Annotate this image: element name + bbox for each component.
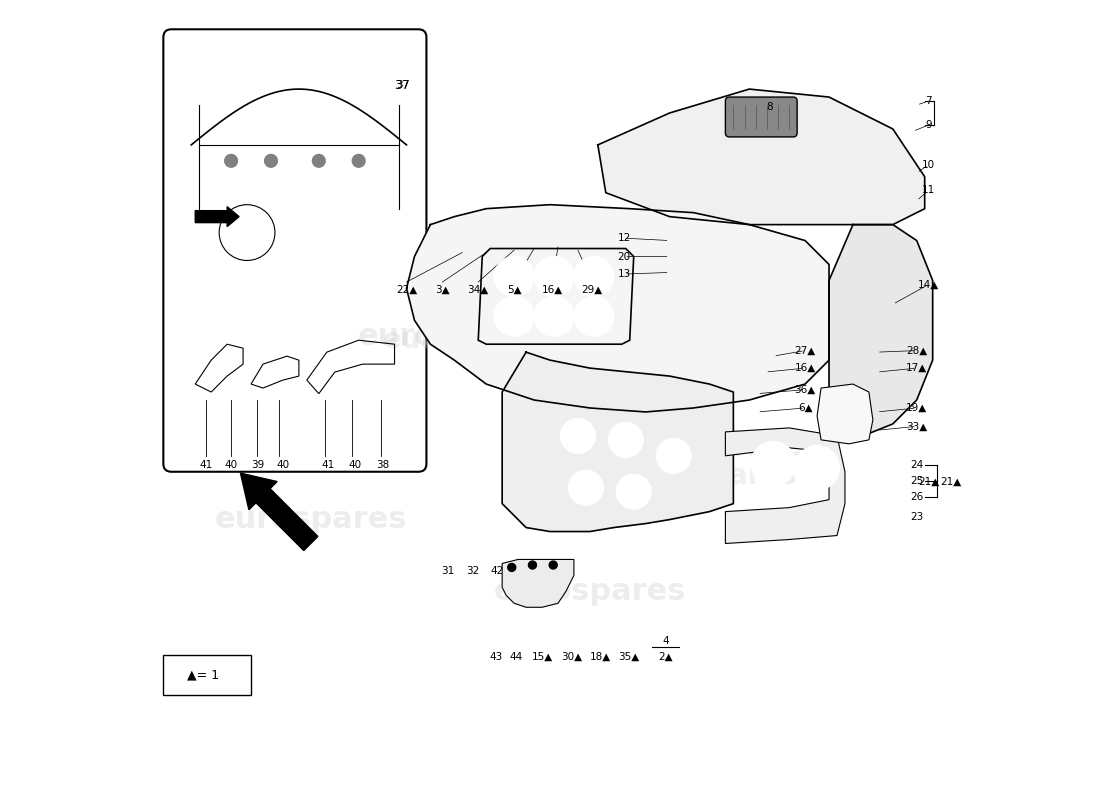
Circle shape — [528, 561, 537, 569]
Text: 2▲: 2▲ — [658, 652, 673, 662]
Text: 40: 40 — [224, 460, 238, 470]
Text: 33▲: 33▲ — [906, 422, 927, 431]
Text: 18▲: 18▲ — [590, 652, 610, 662]
Text: 38: 38 — [376, 460, 389, 470]
Text: 30▲: 30▲ — [561, 652, 582, 662]
Text: eurospares: eurospares — [621, 462, 797, 490]
Circle shape — [494, 296, 535, 336]
Text: 20: 20 — [617, 251, 630, 262]
Text: eurospares: eurospares — [359, 322, 551, 350]
Text: 29▲: 29▲ — [582, 285, 603, 295]
Circle shape — [616, 474, 651, 510]
Text: 17▲: 17▲ — [906, 363, 927, 373]
FancyBboxPatch shape — [725, 97, 797, 137]
Text: 41: 41 — [199, 460, 212, 470]
Text: 43: 43 — [490, 652, 503, 662]
Text: 31: 31 — [441, 566, 454, 577]
FancyArrow shape — [241, 473, 318, 550]
Text: eurospares: eurospares — [383, 326, 558, 354]
Text: eurospares: eurospares — [629, 434, 822, 462]
Polygon shape — [725, 428, 845, 543]
Text: 41: 41 — [321, 460, 336, 470]
Text: 40: 40 — [276, 460, 289, 470]
Text: 11: 11 — [922, 186, 935, 195]
Text: 35▲: 35▲ — [618, 652, 639, 662]
Text: 25: 25 — [910, 476, 923, 486]
Text: 39: 39 — [251, 460, 264, 470]
Text: 23: 23 — [910, 512, 923, 522]
Circle shape — [535, 296, 574, 336]
Text: 13: 13 — [617, 269, 630, 279]
Circle shape — [574, 296, 614, 336]
Text: 34▲: 34▲ — [468, 285, 488, 295]
Text: 9: 9 — [925, 120, 932, 130]
Text: 15▲: 15▲ — [531, 652, 552, 662]
Circle shape — [312, 154, 326, 167]
Text: 42: 42 — [490, 566, 503, 577]
Circle shape — [656, 438, 691, 474]
Text: 19▲: 19▲ — [906, 403, 927, 413]
Text: 5▲: 5▲ — [507, 285, 521, 295]
Text: 21▲: 21▲ — [940, 476, 961, 486]
Text: 10: 10 — [922, 160, 935, 170]
Polygon shape — [503, 559, 574, 607]
Text: 40: 40 — [348, 460, 361, 470]
Circle shape — [751, 442, 795, 486]
Text: 8: 8 — [766, 102, 772, 112]
Text: 16▲: 16▲ — [542, 285, 563, 295]
Circle shape — [608, 422, 644, 458]
Text: 37: 37 — [396, 80, 409, 90]
Polygon shape — [829, 225, 933, 440]
Circle shape — [569, 470, 604, 506]
Text: 22▲: 22▲ — [396, 285, 417, 295]
Text: 6▲: 6▲ — [798, 403, 813, 413]
Circle shape — [794, 446, 839, 490]
Text: 28▲: 28▲ — [906, 346, 927, 355]
Text: 14▲: 14▲ — [918, 279, 939, 290]
Circle shape — [574, 257, 614, 296]
Text: eurospares: eurospares — [214, 505, 407, 534]
Circle shape — [494, 257, 535, 296]
Polygon shape — [407, 205, 829, 412]
Text: eurospares: eurospares — [494, 577, 686, 606]
Text: 4: 4 — [662, 636, 669, 646]
Text: 24: 24 — [910, 460, 923, 470]
Polygon shape — [503, 352, 734, 531]
Text: 12: 12 — [617, 233, 630, 243]
Polygon shape — [597, 89, 925, 225]
Text: 16▲: 16▲ — [794, 363, 816, 373]
Text: 3▲: 3▲ — [436, 285, 450, 295]
Text: 26: 26 — [910, 492, 923, 502]
FancyBboxPatch shape — [163, 655, 251, 695]
Circle shape — [508, 563, 516, 571]
Circle shape — [265, 154, 277, 167]
Text: 32: 32 — [466, 566, 480, 577]
Circle shape — [352, 154, 365, 167]
Circle shape — [535, 257, 574, 296]
Text: 37: 37 — [395, 78, 410, 91]
Text: 27▲: 27▲ — [794, 346, 816, 355]
Text: 44: 44 — [509, 652, 522, 662]
Text: 36▲: 36▲ — [794, 385, 816, 394]
FancyArrow shape — [195, 206, 239, 226]
Text: 21▲: 21▲ — [918, 476, 939, 486]
Polygon shape — [817, 384, 873, 444]
FancyBboxPatch shape — [163, 30, 427, 472]
Circle shape — [549, 561, 558, 569]
Text: ▲= 1: ▲= 1 — [187, 669, 219, 682]
Circle shape — [224, 154, 238, 167]
Circle shape — [560, 418, 595, 454]
Text: 7: 7 — [925, 96, 932, 106]
